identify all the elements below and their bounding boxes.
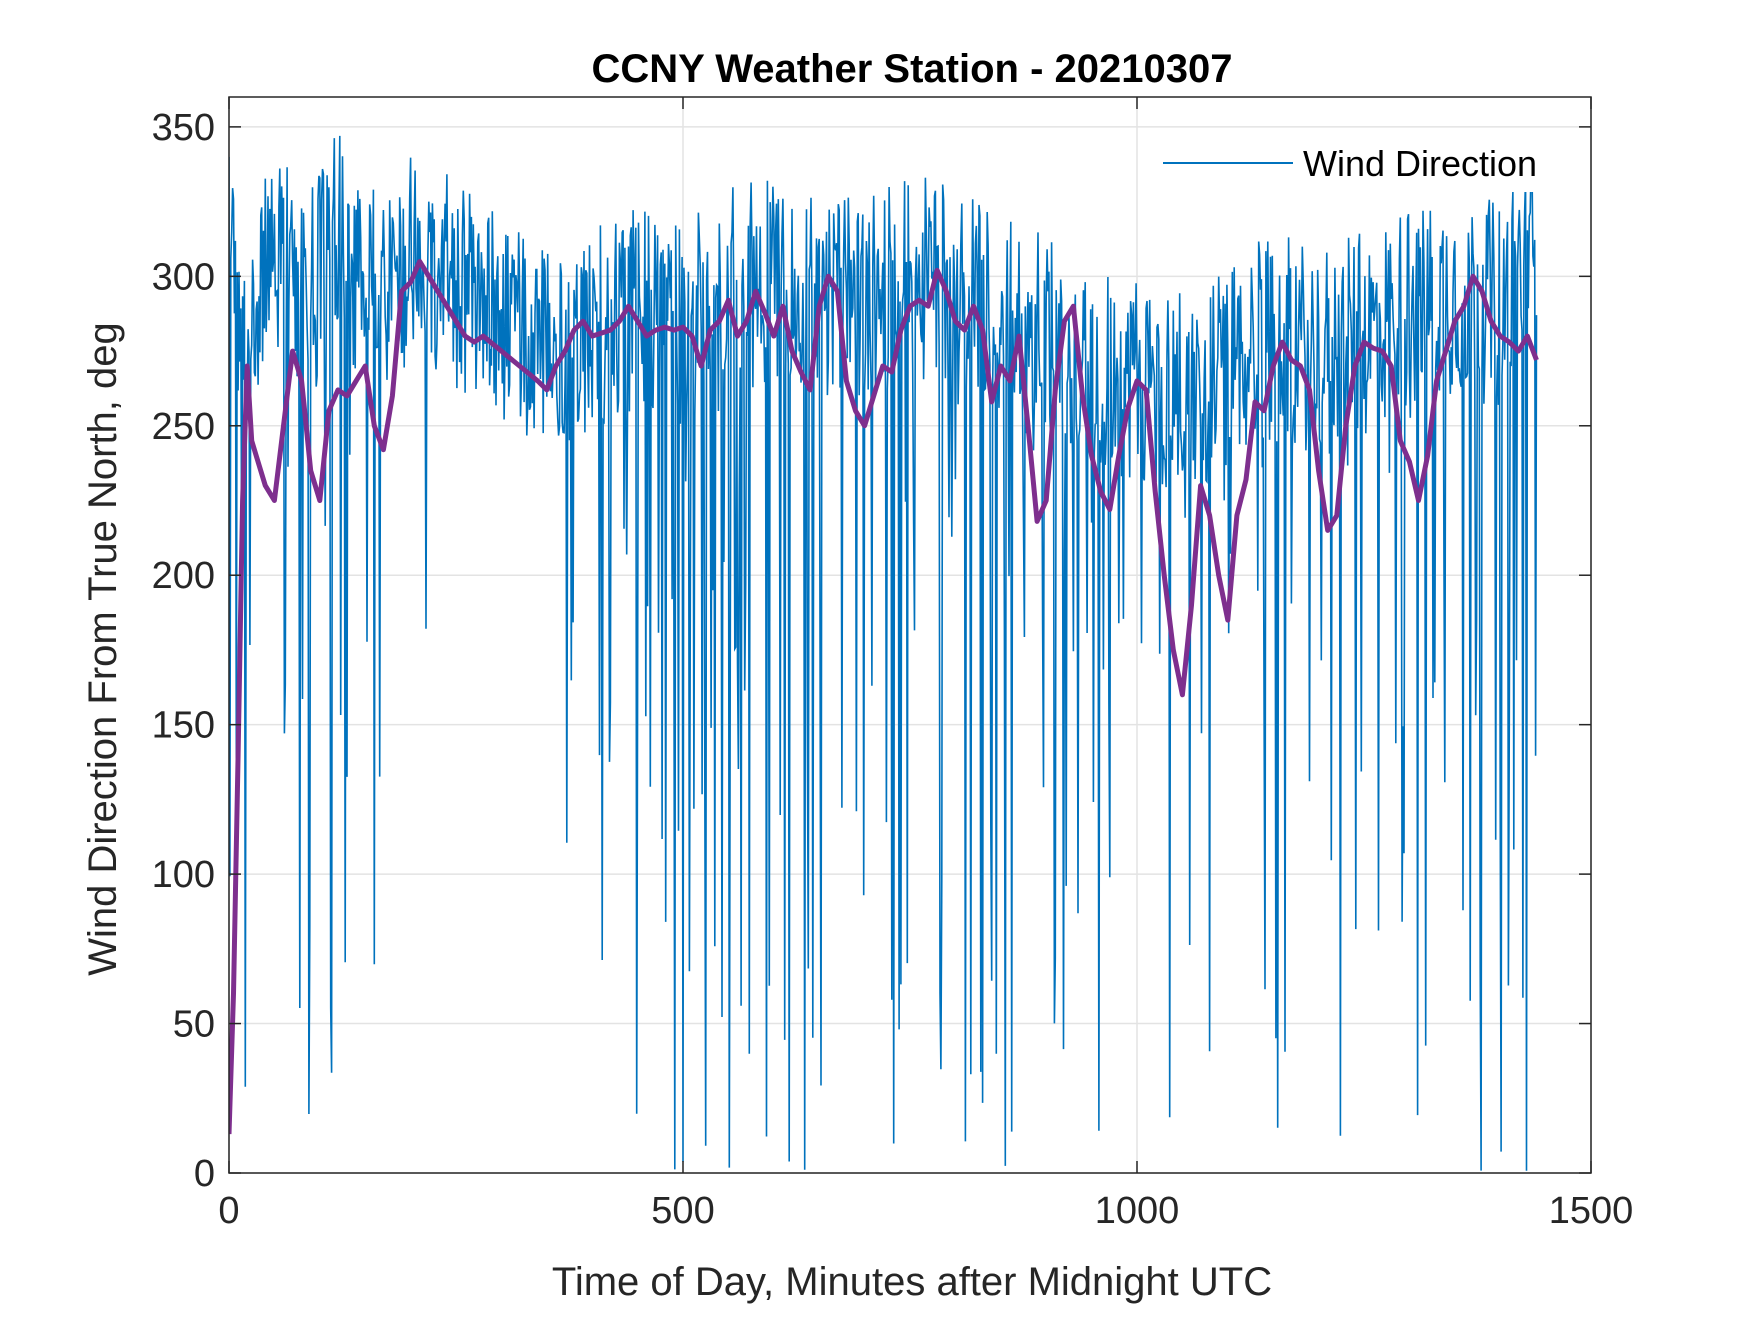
y-tick-label: 100	[152, 854, 215, 896]
series-layer	[229, 135, 1539, 1171]
y-tick-label: 350	[152, 107, 215, 149]
axes-box	[228, 96, 1592, 1174]
y-tick-label: 200	[152, 555, 215, 597]
series-line-wind-direction	[229, 135, 1538, 1171]
y-tick-label: 150	[152, 705, 215, 747]
x-axis-label: Time of Day, Minutes after Midnight UTC	[552, 1260, 1272, 1304]
y-axis-label: Wind Direction From True North, deg	[81, 322, 125, 976]
y-tick-label: 250	[152, 406, 215, 448]
x-tick-label: 500	[651, 1190, 714, 1232]
y-tick-label: 300	[152, 256, 215, 298]
x-tick-label: 1500	[1549, 1190, 1634, 1232]
chart-title: CCNY Weather Station - 20210307	[592, 47, 1233, 91]
y-tick-label: 0	[194, 1153, 215, 1195]
legend: Wind Direction	[1140, 136, 1560, 192]
tick-labels: 0 500 1000 1500 0 50 100 150 200 250 300 350	[152, 107, 1634, 1232]
x-tick-label: 1000	[1095, 1190, 1180, 1232]
x-tick-label: 0	[218, 1190, 239, 1232]
tick-marks	[228, 97, 1592, 1174]
series-line-smoothed-direction	[229, 258, 1539, 1135]
y-tick-label: 50	[173, 1004, 215, 1046]
legend-entry-wind-direction: Wind Direction	[1303, 143, 1537, 184]
